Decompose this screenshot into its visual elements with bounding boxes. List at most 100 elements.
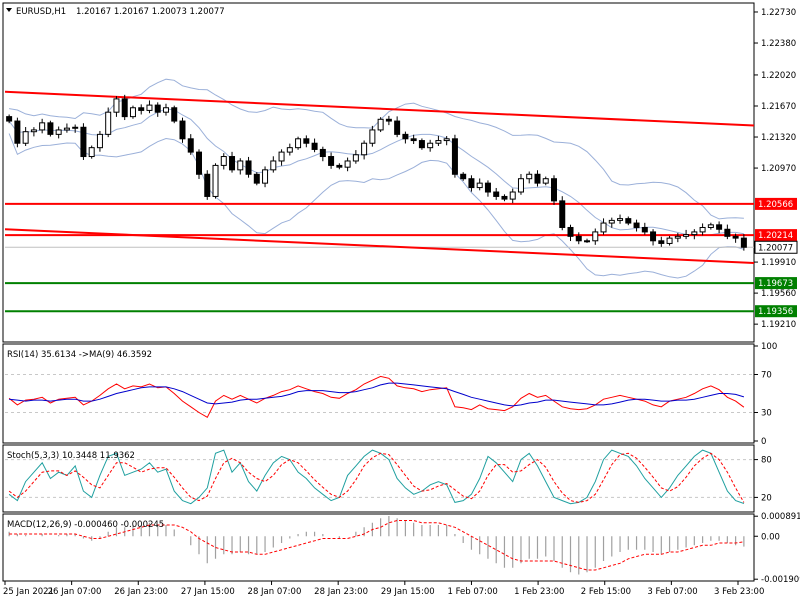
candle-body[interactable] (154, 104, 161, 113)
candle-body[interactable] (724, 228, 731, 237)
candle-body[interactable] (22, 131, 29, 144)
candle-body[interactable] (55, 129, 62, 135)
candle-body[interactable] (72, 126, 79, 129)
candle-body[interactable] (270, 160, 277, 171)
candle-body[interactable] (666, 237, 673, 244)
candle-body[interactable] (187, 138, 194, 153)
candle-body[interactable] (699, 226, 706, 233)
level-tag-label-1: 1.20214 (758, 231, 793, 241)
candle-body[interactable] (162, 107, 169, 113)
candle-body[interactable] (691, 231, 698, 236)
rsi-pane[interactable] (5, 374, 754, 418)
candle-body[interactable] (129, 107, 136, 118)
candle-body[interactable] (171, 107, 178, 122)
candle-body[interactable] (716, 224, 723, 230)
candle-body[interactable] (435, 140, 442, 144)
candle-body[interactable] (319, 148, 326, 158)
candle-body[interactable] (476, 182, 483, 189)
candle-body[interactable] (361, 142, 368, 156)
candle-body[interactable] (237, 160, 244, 171)
candle-body[interactable] (451, 138, 458, 175)
candle-body[interactable] (410, 138, 417, 142)
candle-body[interactable] (295, 138, 302, 149)
candle-body[interactable] (328, 156, 335, 166)
candle-body[interactable] (229, 156, 236, 171)
stoch-pane[interactable] (5, 449, 754, 505)
candle-body[interactable] (542, 178, 549, 184)
candle-body[interactable] (658, 240, 665, 244)
dropdown-triangle-icon[interactable] (6, 8, 12, 12)
candle-body[interactable] (138, 107, 145, 111)
price-tick-label: 1.21320 (761, 133, 796, 143)
candle-body[interactable] (584, 240, 591, 243)
candle-body[interactable] (526, 173, 533, 180)
candle-body[interactable] (30, 129, 37, 133)
candle-body[interactable] (311, 142, 318, 150)
candle-body[interactable] (517, 178, 524, 193)
candle-body[interactable] (484, 182, 491, 193)
candle-body[interactable] (427, 142, 434, 149)
candle-body[interactable] (6, 116, 13, 122)
candle-body[interactable] (493, 191, 500, 197)
candle-body[interactable] (352, 154, 359, 162)
candle-body[interactable] (278, 151, 285, 162)
macd-pane[interactable] (8, 516, 745, 575)
candle-body[interactable] (105, 111, 112, 135)
candle-body[interactable] (443, 138, 450, 142)
candle-body[interactable] (608, 219, 615, 224)
candle-body[interactable] (63, 127, 70, 131)
candle-body[interactable] (146, 104, 153, 111)
candle-body[interactable] (245, 160, 252, 175)
candle-body[interactable] (625, 218, 632, 224)
candle-body[interactable] (220, 156, 227, 166)
candle-body[interactable] (567, 226, 574, 237)
candle-body[interactable] (402, 133, 409, 140)
candle-body[interactable] (468, 178, 475, 189)
candle-body[interactable] (196, 151, 203, 175)
candle-body[interactable] (113, 98, 120, 113)
candle-body[interactable] (575, 235, 582, 242)
candle-body[interactable] (39, 122, 46, 131)
candle-body[interactable] (641, 226, 648, 233)
candle-body[interactable] (47, 122, 54, 135)
candle-body[interactable] (286, 147, 293, 153)
main-pane[interactable] (4, 78, 755, 313)
candle-body[interactable] (633, 222, 640, 228)
candle-body[interactable] (377, 118, 384, 131)
candle-body[interactable] (394, 120, 401, 135)
candle-body[interactable] (96, 133, 103, 149)
candle-body[interactable] (88, 147, 95, 158)
candle-body[interactable] (550, 178, 557, 202)
candle-body[interactable] (683, 234, 690, 237)
time-tick-label: 28 Jan 23:00 (314, 587, 368, 597)
candle-body[interactable] (460, 173, 467, 180)
candle-body[interactable] (600, 222, 607, 233)
candle-body[interactable] (732, 235, 739, 239)
candle-body[interactable] (501, 195, 508, 200)
candle-body[interactable] (369, 129, 376, 144)
candle-body[interactable] (179, 120, 186, 140)
candle-body[interactable] (262, 169, 269, 184)
channel-top-line[interactable] (4, 90, 755, 127)
candle-body[interactable] (385, 118, 392, 122)
candle-body[interactable] (336, 164, 343, 168)
candle-body[interactable] (534, 173, 541, 184)
candle-body[interactable] (121, 98, 128, 118)
candle-body[interactable] (674, 235, 681, 239)
candle-body[interactable] (80, 126, 87, 158)
candle-body[interactable] (14, 120, 21, 144)
candle-body[interactable] (344, 160, 351, 168)
candle-body[interactable] (650, 231, 657, 242)
candle-body[interactable] (592, 231, 599, 242)
candle-body[interactable] (617, 218, 624, 221)
candle-body[interactable] (707, 224, 714, 228)
candle-body[interactable] (740, 237, 747, 248)
candle-body[interactable] (253, 173, 260, 184)
candle-body[interactable] (212, 164, 219, 197)
candle-body[interactable] (418, 140, 425, 149)
candle-body[interactable] (559, 200, 566, 228)
candle-body[interactable] (509, 191, 516, 200)
candle-body[interactable] (204, 173, 211, 197)
candle-body[interactable] (303, 138, 310, 144)
